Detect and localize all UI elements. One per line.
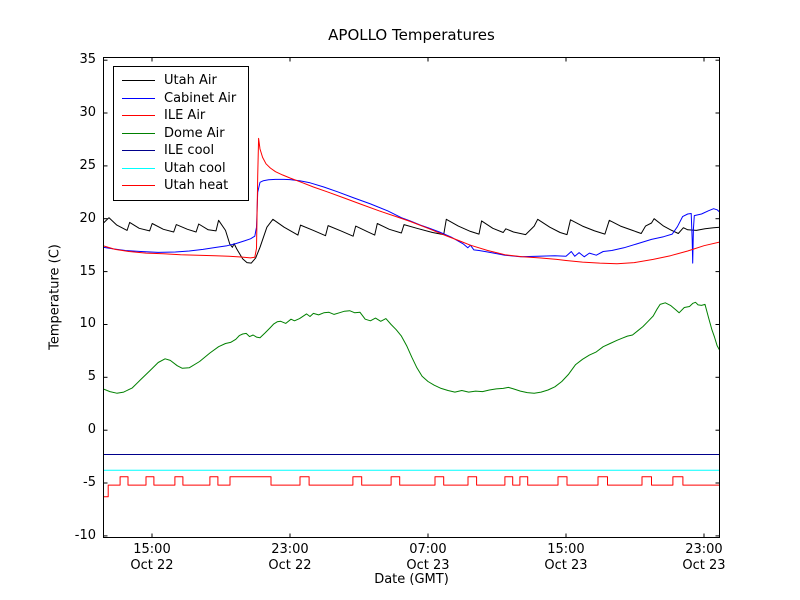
x-tick-date: Oct 23 <box>682 558 726 573</box>
chart-title: APOLLO Temperatures <box>328 26 495 44</box>
legend-line-sample <box>122 80 155 82</box>
legend-line-sample <box>122 167 155 169</box>
x-tick-time: 23:00 <box>271 542 309 557</box>
y-tick-label: -10 <box>74 527 96 543</box>
x-tick-time: 15:00 <box>133 542 171 557</box>
y-tick-label: 5 <box>87 369 96 385</box>
plot-area: Utah Air Cabinet Air ILE Air Dome Air ILE co… <box>103 57 720 538</box>
y-tick-label: 15 <box>79 263 96 279</box>
legend-line-sample <box>122 97 155 99</box>
x-tick-date: Oct 23 <box>544 558 588 573</box>
legend-line-sample <box>122 132 155 134</box>
x-tick-date: Oct 23 <box>406 558 450 573</box>
plot-svg <box>103 57 720 538</box>
legend-item-utah-cool: Utah cool <box>122 160 236 178</box>
x-tick-time: 23:00 <box>685 542 723 557</box>
legend-line-sample <box>122 150 155 152</box>
legend-label: ILE Air <box>164 108 206 124</box>
x-axis-label: Date (GMT) <box>374 572 449 587</box>
series-utah-air <box>103 217 720 264</box>
legend-line-sample <box>122 185 155 187</box>
y-tick-label: 20 <box>79 210 96 226</box>
legend-label: Utah cool <box>164 160 226 176</box>
legend-label: Utah heat <box>164 178 229 194</box>
y-axis-label: Temperature (C) <box>47 244 63 350</box>
x-tick-label: 23:00 Oct 23 <box>659 542 749 574</box>
x-tick-label: 23:00 Oct 22 <box>245 542 335 574</box>
legend-label: Dome Air <box>164 125 225 141</box>
y-tick-label: -5 <box>83 475 96 491</box>
series-utah-heat <box>103 476 720 498</box>
series-cabinet-air <box>103 178 720 264</box>
legend-label: Cabinet Air <box>164 90 237 106</box>
y-tick-label: 30 <box>79 105 96 121</box>
series-ile-air <box>103 137 720 265</box>
legend: Utah Air Cabinet Air ILE Air Dome Air ILE co… <box>113 66 250 201</box>
series-dome-air <box>103 301 720 394</box>
legend-label: Utah Air <box>164 73 217 89</box>
x-tick-date: Oct 22 <box>268 558 312 573</box>
axes-frame <box>103 57 720 538</box>
legend-label: ILE cool <box>164 143 215 159</box>
y-tick-label: 0 <box>87 422 96 438</box>
legend-item-dome-air: Dome Air <box>122 125 236 143</box>
legend-line-sample <box>122 115 155 117</box>
legend-item-utah-heat: Utah heat <box>122 177 236 195</box>
legend-item-ile-air: ILE Air <box>122 107 236 125</box>
x-tick-date: Oct 22 <box>130 558 174 573</box>
x-tick-label: 15:00 Oct 23 <box>521 542 611 574</box>
x-tick-time: 15:00 <box>547 542 585 557</box>
legend-item-cabinet-air: Cabinet Air <box>122 90 236 108</box>
y-tick-label: 35 <box>79 52 96 68</box>
legend-item-utah-air: Utah Air <box>122 72 236 90</box>
y-tick-label: 10 <box>79 316 96 332</box>
x-tick-time: 07:00 <box>409 542 447 557</box>
y-tick-label: 25 <box>79 157 96 173</box>
x-tick-label: 07:00 Oct 23 <box>383 542 473 574</box>
x-tick-label: 15:00 Oct 22 <box>107 542 197 574</box>
legend-item-ile-cool: ILE cool <box>122 142 236 160</box>
